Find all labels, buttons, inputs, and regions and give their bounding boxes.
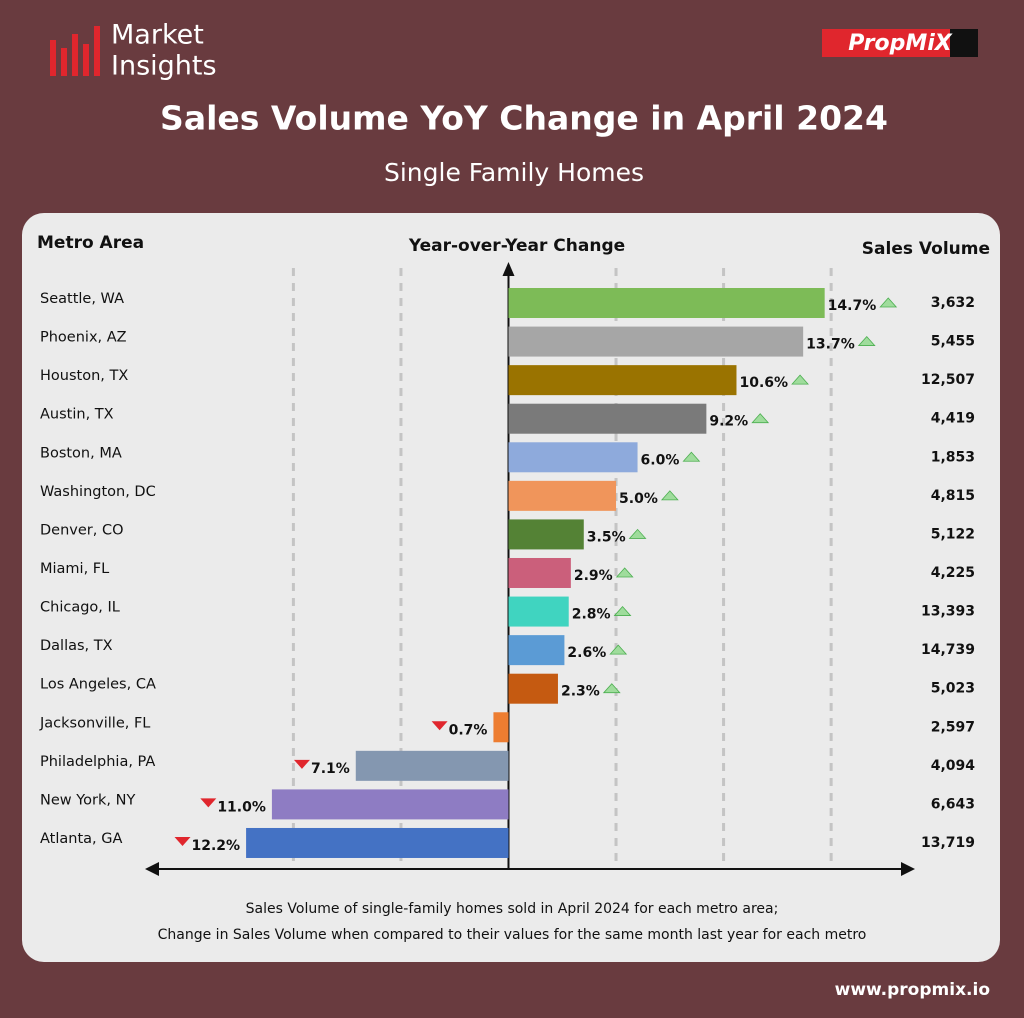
value-label: 5.0% bbox=[619, 491, 658, 507]
column-header: Sales Volume bbox=[862, 239, 990, 259]
sales-volume: 5,023 bbox=[931, 681, 975, 697]
sales-volume: 13,719 bbox=[921, 835, 975, 851]
trend-down bbox=[200, 798, 217, 808]
trend-up bbox=[879, 297, 898, 308]
bar bbox=[508, 365, 737, 396]
value-label: 13.7% bbox=[806, 337, 855, 353]
value-label: 12.2% bbox=[192, 838, 241, 854]
column-header: Year-over-Year Change bbox=[408, 236, 625, 256]
category-label: Jacksonville, FL bbox=[39, 715, 150, 731]
trend-down bbox=[174, 836, 191, 846]
value-label: 0.7% bbox=[449, 722, 488, 738]
category-label: Boston, MA bbox=[40, 445, 122, 461]
bar bbox=[271, 789, 509, 820]
chart-title: Sales Volume YoY Change in April 2024 bbox=[160, 99, 888, 138]
brand-box bbox=[822, 29, 950, 57]
footnote: Change in Sales Volume when compared to … bbox=[158, 927, 867, 943]
trend-up bbox=[602, 683, 621, 694]
sales-volume: 4,419 bbox=[931, 411, 975, 427]
sales-volume: 3,632 bbox=[931, 295, 975, 311]
category-label: Phoenix, AZ bbox=[40, 330, 127, 346]
category-label: Dallas, TX bbox=[40, 638, 113, 654]
bar bbox=[508, 673, 558, 704]
logo-text: Insights bbox=[111, 51, 217, 82]
sales-volume: 13,393 bbox=[921, 604, 975, 620]
bar bbox=[508, 596, 569, 627]
value-label: 2.3% bbox=[561, 684, 600, 700]
category-label: Seattle, WA bbox=[40, 291, 124, 307]
bar bbox=[508, 557, 571, 588]
value-label: 6.0% bbox=[641, 452, 680, 468]
value-label: 10.6% bbox=[739, 375, 788, 391]
axis-arrow bbox=[901, 862, 915, 876]
sales-volume: 5,122 bbox=[931, 526, 975, 542]
bar bbox=[508, 326, 804, 357]
trend-down bbox=[431, 721, 448, 731]
category-label: Austin, TX bbox=[40, 407, 114, 423]
bar bbox=[355, 750, 509, 781]
trend-up bbox=[791, 374, 809, 385]
trend-up bbox=[660, 490, 679, 501]
category-label: Denver, CO bbox=[40, 522, 124, 538]
column-header: Metro Area bbox=[37, 233, 144, 253]
sales-volume: 14,739 bbox=[921, 642, 975, 658]
trend-down bbox=[293, 759, 310, 769]
sales-volume: 2,597 bbox=[931, 719, 975, 735]
trend-up bbox=[609, 644, 628, 655]
category-label: Washington, DC bbox=[40, 484, 156, 500]
category-label: Miami, FL bbox=[40, 561, 109, 577]
footnote: Sales Volume of single-family homes sold… bbox=[246, 901, 779, 917]
axis-arrow bbox=[502, 262, 515, 276]
sales-volume: 4,094 bbox=[931, 758, 976, 774]
sales-volume: 4,225 bbox=[931, 565, 975, 581]
value-label: 2.8% bbox=[572, 607, 611, 623]
category-label: New York, NY bbox=[40, 792, 135, 808]
bar bbox=[246, 827, 509, 858]
brand: PropMiX bbox=[848, 31, 953, 56]
sales-volume: 12,507 bbox=[921, 372, 975, 388]
value-label: 2.6% bbox=[567, 645, 606, 661]
bar bbox=[508, 635, 565, 666]
category-label: Houston, TX bbox=[40, 368, 128, 384]
sales-volume: 6,643 bbox=[931, 796, 975, 812]
logo-text: Market bbox=[111, 20, 204, 51]
bar bbox=[508, 288, 825, 318]
plot: Seattle, WA 3,632 14.7% Phoenix, AZ 5,455 13.… bbox=[39, 262, 975, 876]
category-label: Philadelphia, PA bbox=[40, 754, 155, 770]
trend-up bbox=[613, 605, 632, 616]
category-label: Atlanta, GA bbox=[40, 831, 122, 847]
trend-up bbox=[628, 528, 647, 539]
value-label: 3.5% bbox=[587, 529, 626, 545]
category-label: Chicago, IL bbox=[40, 600, 120, 616]
bar bbox=[508, 403, 707, 434]
bar bbox=[493, 712, 509, 743]
axis-arrow bbox=[145, 862, 159, 876]
chart-subtitle: Single Family Homes bbox=[384, 158, 644, 187]
value-label: 7.1% bbox=[311, 761, 350, 777]
trend-up bbox=[751, 413, 770, 424]
category-label: Los Angeles, CA bbox=[40, 677, 156, 693]
value-label: 14.7% bbox=[828, 298, 877, 314]
sales-volume: 4,815 bbox=[931, 488, 975, 504]
value-label: 2.9% bbox=[574, 568, 613, 584]
sales-volume: 5,455 bbox=[931, 334, 975, 350]
bar bbox=[508, 519, 584, 550]
trend-up bbox=[615, 567, 634, 578]
bar bbox=[508, 480, 617, 511]
website: www.propmix.io bbox=[835, 980, 990, 1000]
value-label: 9.2% bbox=[709, 414, 748, 430]
trend-up bbox=[682, 451, 701, 462]
bar bbox=[508, 442, 638, 473]
trend-up bbox=[857, 335, 876, 346]
logo-icon bbox=[50, 26, 100, 76]
sales-volume: 1,853 bbox=[931, 449, 975, 465]
value-label: 11.0% bbox=[217, 799, 266, 815]
